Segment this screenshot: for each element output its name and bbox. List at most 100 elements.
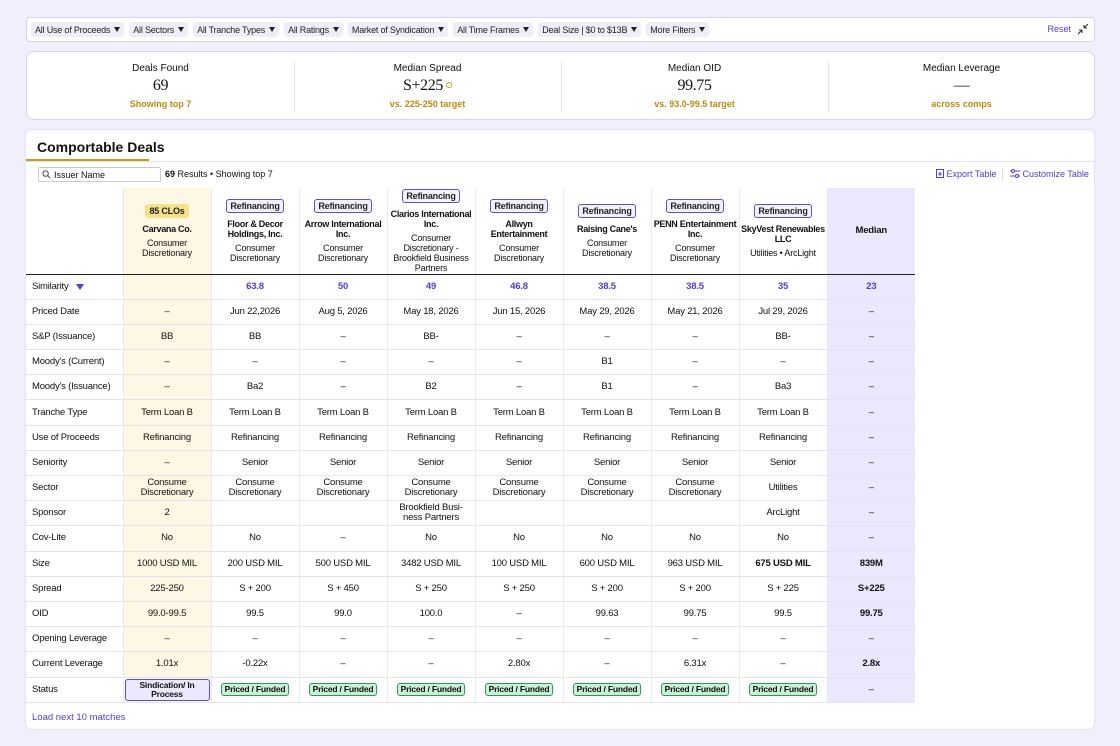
table-cell: – xyxy=(122,626,211,653)
row-label: Sector xyxy=(26,475,123,502)
median-value: – xyxy=(868,507,874,519)
cell-value: Term Loan B xyxy=(493,406,545,418)
cell-value: – xyxy=(516,330,522,342)
cell-value: Senior xyxy=(241,456,269,468)
median-cell: – xyxy=(826,626,915,653)
table-row: Use of Proceeds Refinancing Refinancing Ref… xyxy=(26,425,915,451)
deal-column-header[interactable]: Refinancing Allwyn Entertainment Consumer … xyxy=(474,188,563,275)
issuer-name: Clarios International Inc. xyxy=(390,208,472,229)
deal-column-header[interactable]: Refinancing Arrow International Inc. Consu… xyxy=(298,188,387,275)
stat-label: Median Spread xyxy=(393,63,462,74)
cell-value: -0.22x xyxy=(242,658,268,670)
filter-market-of-syndication[interactable]: Market of Syndication xyxy=(347,22,449,37)
results-count: 69 xyxy=(165,169,176,179)
row-label[interactable]: Similarity xyxy=(26,274,123,300)
header-row: 85 CLOs Carvana Co. Consumer Discretionary… xyxy=(26,188,915,275)
table-cell: B1 xyxy=(562,349,651,376)
table-cell: BB- xyxy=(738,324,827,351)
stat-median-leverage: Median Leverage — across comps xyxy=(828,52,1095,121)
table-cell: 1.01x xyxy=(122,651,211,678)
load-next-link[interactable]: Load next 10 matches xyxy=(32,712,126,723)
filter-bar: All Use of Proceeds All Sectors All Tran… xyxy=(26,17,1095,42)
customize-table-button[interactable]: Customize Table xyxy=(1010,169,1089,179)
deal-column-header[interactable]: 85 CLOs Carvana Co. Consumer Discretionary xyxy=(122,188,211,275)
collapse-icon[interactable] xyxy=(1077,23,1089,35)
cell-value: – xyxy=(692,356,698,368)
cell-value: Utilities xyxy=(768,482,798,494)
cell-value: 100 USD MIL xyxy=(491,557,547,569)
filter-use-of-proceeds[interactable]: All Use of Proceeds xyxy=(31,22,125,37)
table-cell: 225-250 xyxy=(122,576,211,602)
sort-down-icon[interactable] xyxy=(75,283,84,290)
issuer-name: Carvana Co. xyxy=(142,223,192,234)
table-cell: Aug 5, 2026 xyxy=(298,299,387,325)
cell-value: B1 xyxy=(601,381,613,393)
cell-value: – xyxy=(252,633,258,645)
table-row: Opening Leverage – – – – – – – – – xyxy=(26,626,915,653)
table-cell: – xyxy=(562,324,651,351)
table-cell: Priced / Funded xyxy=(738,677,827,703)
cell-value: Consume Discretionary xyxy=(140,477,194,499)
ring-icon xyxy=(445,82,452,88)
filter-deal-size[interactable]: Deal Size | $0 to $13B xyxy=(538,22,642,37)
cell-value: – xyxy=(604,658,610,670)
deal-column-header[interactable]: Refinancing Clarios International Inc. Con… xyxy=(386,188,475,275)
table-cell: – xyxy=(122,299,211,325)
cell-value: – xyxy=(780,658,786,670)
cell-value: 63.8 xyxy=(246,280,264,292)
issuer-sector: Consumer Discretionary xyxy=(318,242,368,263)
results-summary: 69 Results • Showing top 7 xyxy=(165,169,273,179)
deal-column-header[interactable]: Refinancing PENN Entertainment Inc. Consum… xyxy=(650,188,739,275)
table-row: Spread 225-250 S + 200 S + 450 S + 250 S + 25… xyxy=(26,576,915,602)
cell-value: – xyxy=(780,356,786,368)
issuer-search-input[interactable]: Issuer Name xyxy=(38,167,161,182)
title-underline xyxy=(26,159,149,161)
deal-column-header[interactable]: Refinancing Floor & Decor Holdings, Inc. C… xyxy=(210,188,299,275)
issuer-name: Allwyn Entertainment xyxy=(490,218,548,239)
stat-sub: Showing top 7 xyxy=(129,99,192,109)
median-cell: – xyxy=(826,425,915,451)
cell-value: BB xyxy=(248,330,262,342)
deal-badge: Refinancing xyxy=(666,198,724,213)
table-cell: Priced / Funded xyxy=(298,677,387,703)
table-cell: 99.0-99.5 xyxy=(122,601,211,628)
filter-time-frames[interactable]: All Time Frames xyxy=(453,22,534,37)
export-table-button[interactable]: Export Table xyxy=(936,169,996,179)
stat-value: — xyxy=(953,77,970,94)
cell-value: 225-250 xyxy=(150,582,184,594)
row-label: S&P (Issuance) xyxy=(26,324,123,351)
issuer-name: Raising Cane's xyxy=(577,223,637,234)
table-cell: – xyxy=(122,374,211,401)
deal-column-header[interactable]: Refinancing Raising Cane's Consumer Discre… xyxy=(562,188,651,275)
cell-value: Aug 5, 2026 xyxy=(318,305,368,317)
table-cell: 99.75 xyxy=(650,601,739,628)
table-cell: 6.31x xyxy=(650,651,739,678)
row-label: OID xyxy=(26,601,123,628)
deal-column-header[interactable]: Refinancing SkyVest Renewables LLC Utiliti… xyxy=(738,188,827,275)
cell-value: Consume Discretionary xyxy=(228,477,282,499)
cell-value: Refinancing xyxy=(583,431,631,443)
filter-sectors[interactable]: All Sectors xyxy=(129,22,189,37)
cell-value: ArcLight xyxy=(766,507,800,519)
filter-more-filters[interactable]: More Filters xyxy=(646,22,710,37)
stat-median-oid: Median OID 99.75 vs. 93.0-99.5 target xyxy=(561,52,828,121)
table-cell: Refinancing xyxy=(210,425,299,451)
filter-tranche-types[interactable]: All Tranche Types xyxy=(193,22,280,37)
cell-value: 99.5 xyxy=(774,608,792,620)
caret-down-icon xyxy=(114,27,121,32)
table-cell xyxy=(650,500,739,527)
row-label: Size xyxy=(26,551,123,577)
table-cell: Refinancing xyxy=(386,425,475,451)
table-cell: 3482 USD MIL xyxy=(386,551,475,577)
table-cell: Priced / Funded xyxy=(386,677,475,703)
table-cell: 99.0 xyxy=(298,601,387,628)
table-cell: Jul 29, 2026 xyxy=(738,299,827,325)
filter-ratings[interactable]: All Ratings xyxy=(284,22,343,37)
reset-button[interactable]: Reset xyxy=(1047,24,1071,34)
row-label: Cov-Lite xyxy=(26,525,123,552)
cell-value: 963 USD MIL xyxy=(667,557,723,569)
cell-value: 99.0 xyxy=(334,608,352,620)
table-cell: Refinancing xyxy=(474,425,563,451)
table-cell: No xyxy=(210,525,299,552)
median-label: Median xyxy=(855,224,888,236)
